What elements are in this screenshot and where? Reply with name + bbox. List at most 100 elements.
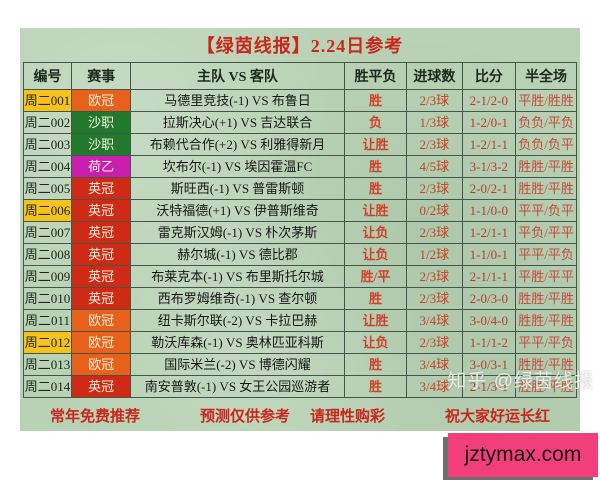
table-row: 周二006 英冠 沃特福德(+1) VS 伊普斯维奇 让胜 0/2球 1-1/0-0 平平/… — [22, 199, 577, 222]
match-teams: 国际米兰(-2) VS 博德闪耀 — [130, 353, 345, 376]
match-id: 周二012 — [22, 331, 73, 354]
score-value: 1-1/1-2 — [461, 331, 517, 354]
half-full-value: 胜胜/平胜 — [515, 309, 577, 332]
goals-value: 3/4球 — [406, 375, 463, 398]
match-teams: 雷克斯汉姆(-1) VS 朴次茅斯 — [130, 221, 345, 244]
col-header-match: 主队 VS 客队 — [130, 62, 345, 90]
pick-value: 胜 — [343, 177, 408, 200]
pick-value: 胜 — [343, 353, 408, 376]
goals-value: 2/3球 — [406, 331, 463, 354]
pick-value: 让负 — [343, 221, 408, 244]
goals-value: 3/4球 — [406, 309, 463, 332]
score-value: 2-1/3-1 — [461, 375, 517, 398]
half-full-value: 胜胜/平胜 — [515, 155, 577, 178]
score-value: 1-2/1-1 — [461, 133, 517, 156]
half-full-value: 平负/平平 — [515, 221, 577, 244]
goals-value: 2/3球 — [406, 89, 463, 112]
col-header-goals: 进球数 — [406, 62, 463, 90]
table-row: 周二009 英冠 布莱克本(-1) VS 布里斯托尔城 胜/平 2/3球 2-1/1-1 平… — [22, 265, 577, 288]
score-value: 3-1/3-2 — [461, 155, 517, 178]
table-row: 周二001 欧冠 马德里竞技(-1) VS 布鲁日胜 2/3球 2-1/2-0 平胜/胜胜 — [22, 89, 577, 112]
score-value: 3-0/3-1 — [461, 353, 517, 376]
score-value: 1-2/1-1 — [461, 221, 517, 244]
pick-value: 胜 — [343, 89, 408, 112]
table-row: 周二003 沙职 布赖代合作(+2) VS 利雅得新月 让胜 2/3球 1-2/1-1 负负… — [22, 133, 577, 156]
match-id: 周二004 — [22, 155, 73, 178]
table-row: 周二007 英冠 雷克斯汉姆(-1) VS 朴次茅斯 让负 2/3球 1-2/1-1 平负/… — [22, 221, 577, 244]
pick-value: 让负 — [343, 243, 408, 266]
half-full-value: 负负/负平 — [515, 133, 577, 156]
match-teams: 勒沃库森(-1) VS 奥林匹亚科斯 — [130, 331, 345, 354]
goals-value: 2/3球 — [406, 265, 463, 288]
league-badge: 荷乙 — [71, 155, 132, 178]
league-badge: 英冠 — [71, 375, 132, 398]
pick-value: 让胜 — [343, 309, 408, 332]
match-teams: 沃特福德(+1) VS 伊普斯维奇 — [130, 199, 345, 222]
footer-good-luck: 祝大家好运长红 — [444, 408, 550, 425]
table-row: 周二004 荷乙 坎布尔(-1) VS 埃因霍温FC 胜 4/5球 3-1/3-2 胜胜/平… — [22, 155, 577, 178]
match-id: 周二008 — [22, 243, 73, 266]
match-id: 周二011 — [22, 309, 73, 332]
score-value: 2-1/2-0 — [461, 89, 517, 112]
match-table-body: 周二001 欧冠 马德里竞技(-1) VS 布鲁日胜 2/3球 2-1/2-0 平胜/胜胜… — [22, 89, 577, 398]
page-title: 【绿茵线报】2.24日参考 — [196, 36, 404, 56]
match-table: 编号 赛事 主队 VS 客队 胜平负 进球数 比分 半全场 周二001 欧冠 马德里… — [22, 62, 577, 398]
match-teams: 拉斯决心(+1) VS 吉达联合 — [130, 111, 345, 134]
half-full-value: 平胜/平平 — [515, 265, 577, 288]
pick-value: 胜 — [343, 375, 408, 398]
half-full-value: 胜胜/平胜 — [515, 353, 577, 376]
match-id: 周二001 — [22, 89, 73, 112]
match-id: 周二007 — [22, 221, 73, 244]
league-badge: 英冠 — [71, 199, 132, 222]
score-value: 1-1/0-1 — [461, 243, 517, 266]
match-teams: 纽卡斯尔联(-2) VS 卡拉巴赫 — [130, 309, 345, 332]
match-teams: 坎布尔(-1) VS 埃因霍温FC — [130, 155, 345, 178]
goals-value: 3/4球 — [406, 353, 463, 376]
table-row: 周二008 英冠 赫尔城(-1) VS 德比郡 让负 1/2球 1-1/0-1 平平/平负 — [22, 243, 577, 266]
pick-value: 让胜 — [343, 133, 408, 156]
score-value: 2-1/1-1 — [461, 265, 517, 288]
col-header-half-full: 半全场 — [515, 62, 577, 90]
half-full-value: 平胜/胜胜 — [515, 89, 577, 112]
header-row: 编号 赛事 主队 VS 客队 胜平负 进球数 比分 半全场 — [22, 62, 577, 90]
goals-value: 0/2球 — [406, 199, 463, 222]
match-id: 周二010 — [22, 287, 73, 310]
table-row: 周二002 沙职 拉斯决心(+1) VS 吉达联合负 1/3球 1-2/0-1 负负/平负 — [22, 111, 577, 134]
match-teams: 南安普敦(-1) VS 女王公园巡游者 — [130, 375, 345, 398]
score-value: 2-0/3-0 — [461, 287, 517, 310]
footer-free-tips: 常年免费推荐 — [50, 408, 141, 425]
pick-value: 让负 — [343, 331, 408, 354]
league-badge: 英冠 — [71, 221, 132, 244]
league-badge: 欧冠 — [71, 331, 132, 354]
half-full-value: 胜胜/平胜 — [515, 287, 577, 310]
league-badge: 英冠 — [71, 177, 132, 200]
col-header-pick: 胜平负 — [343, 62, 408, 90]
league-badge: 欧冠 — [71, 353, 132, 376]
match-teams: 布赖代合作(+2) VS 利雅得新月 — [130, 133, 345, 156]
col-header-id: 编号 — [22, 62, 73, 90]
half-full-value: 胜胜/平胜 — [515, 375, 577, 398]
pick-value: 胜 — [343, 287, 408, 310]
score-value: 2-0/2-1 — [461, 177, 517, 200]
league-badge: 沙职 — [71, 133, 132, 156]
half-full-value: 胜胜/平胜 — [515, 177, 577, 200]
col-header-league: 赛事 — [71, 62, 132, 90]
table-header: 编号 赛事 主队 VS 客队 胜平负 进球数 比分 半全场 — [22, 62, 577, 90]
match-teams: 斯旺西(-1) VS 普雷斯顿 — [130, 177, 345, 200]
score-value: 1-1/0-0 — [461, 199, 517, 222]
pick-value: 负 — [343, 111, 408, 134]
league-badge: 英冠 — [71, 243, 132, 266]
goals-value: 2/3球 — [406, 133, 463, 156]
match-id: 周二003 — [22, 133, 73, 156]
score-value: 3-0/4-0 — [461, 309, 517, 332]
pick-value: 让胜 — [343, 199, 408, 222]
league-badge: 欧冠 — [71, 309, 132, 332]
site-url-badge: jztymax.com — [448, 433, 598, 477]
match-id: 周二005 — [22, 177, 73, 200]
score-value: 1-2/0-1 — [461, 111, 517, 134]
league-badge: 英冠 — [71, 287, 132, 310]
match-id: 周二009 — [22, 265, 73, 288]
goals-value: 4/5球 — [406, 155, 463, 178]
goals-value: 2/3球 — [406, 221, 463, 244]
league-badge: 沙职 — [71, 111, 132, 134]
